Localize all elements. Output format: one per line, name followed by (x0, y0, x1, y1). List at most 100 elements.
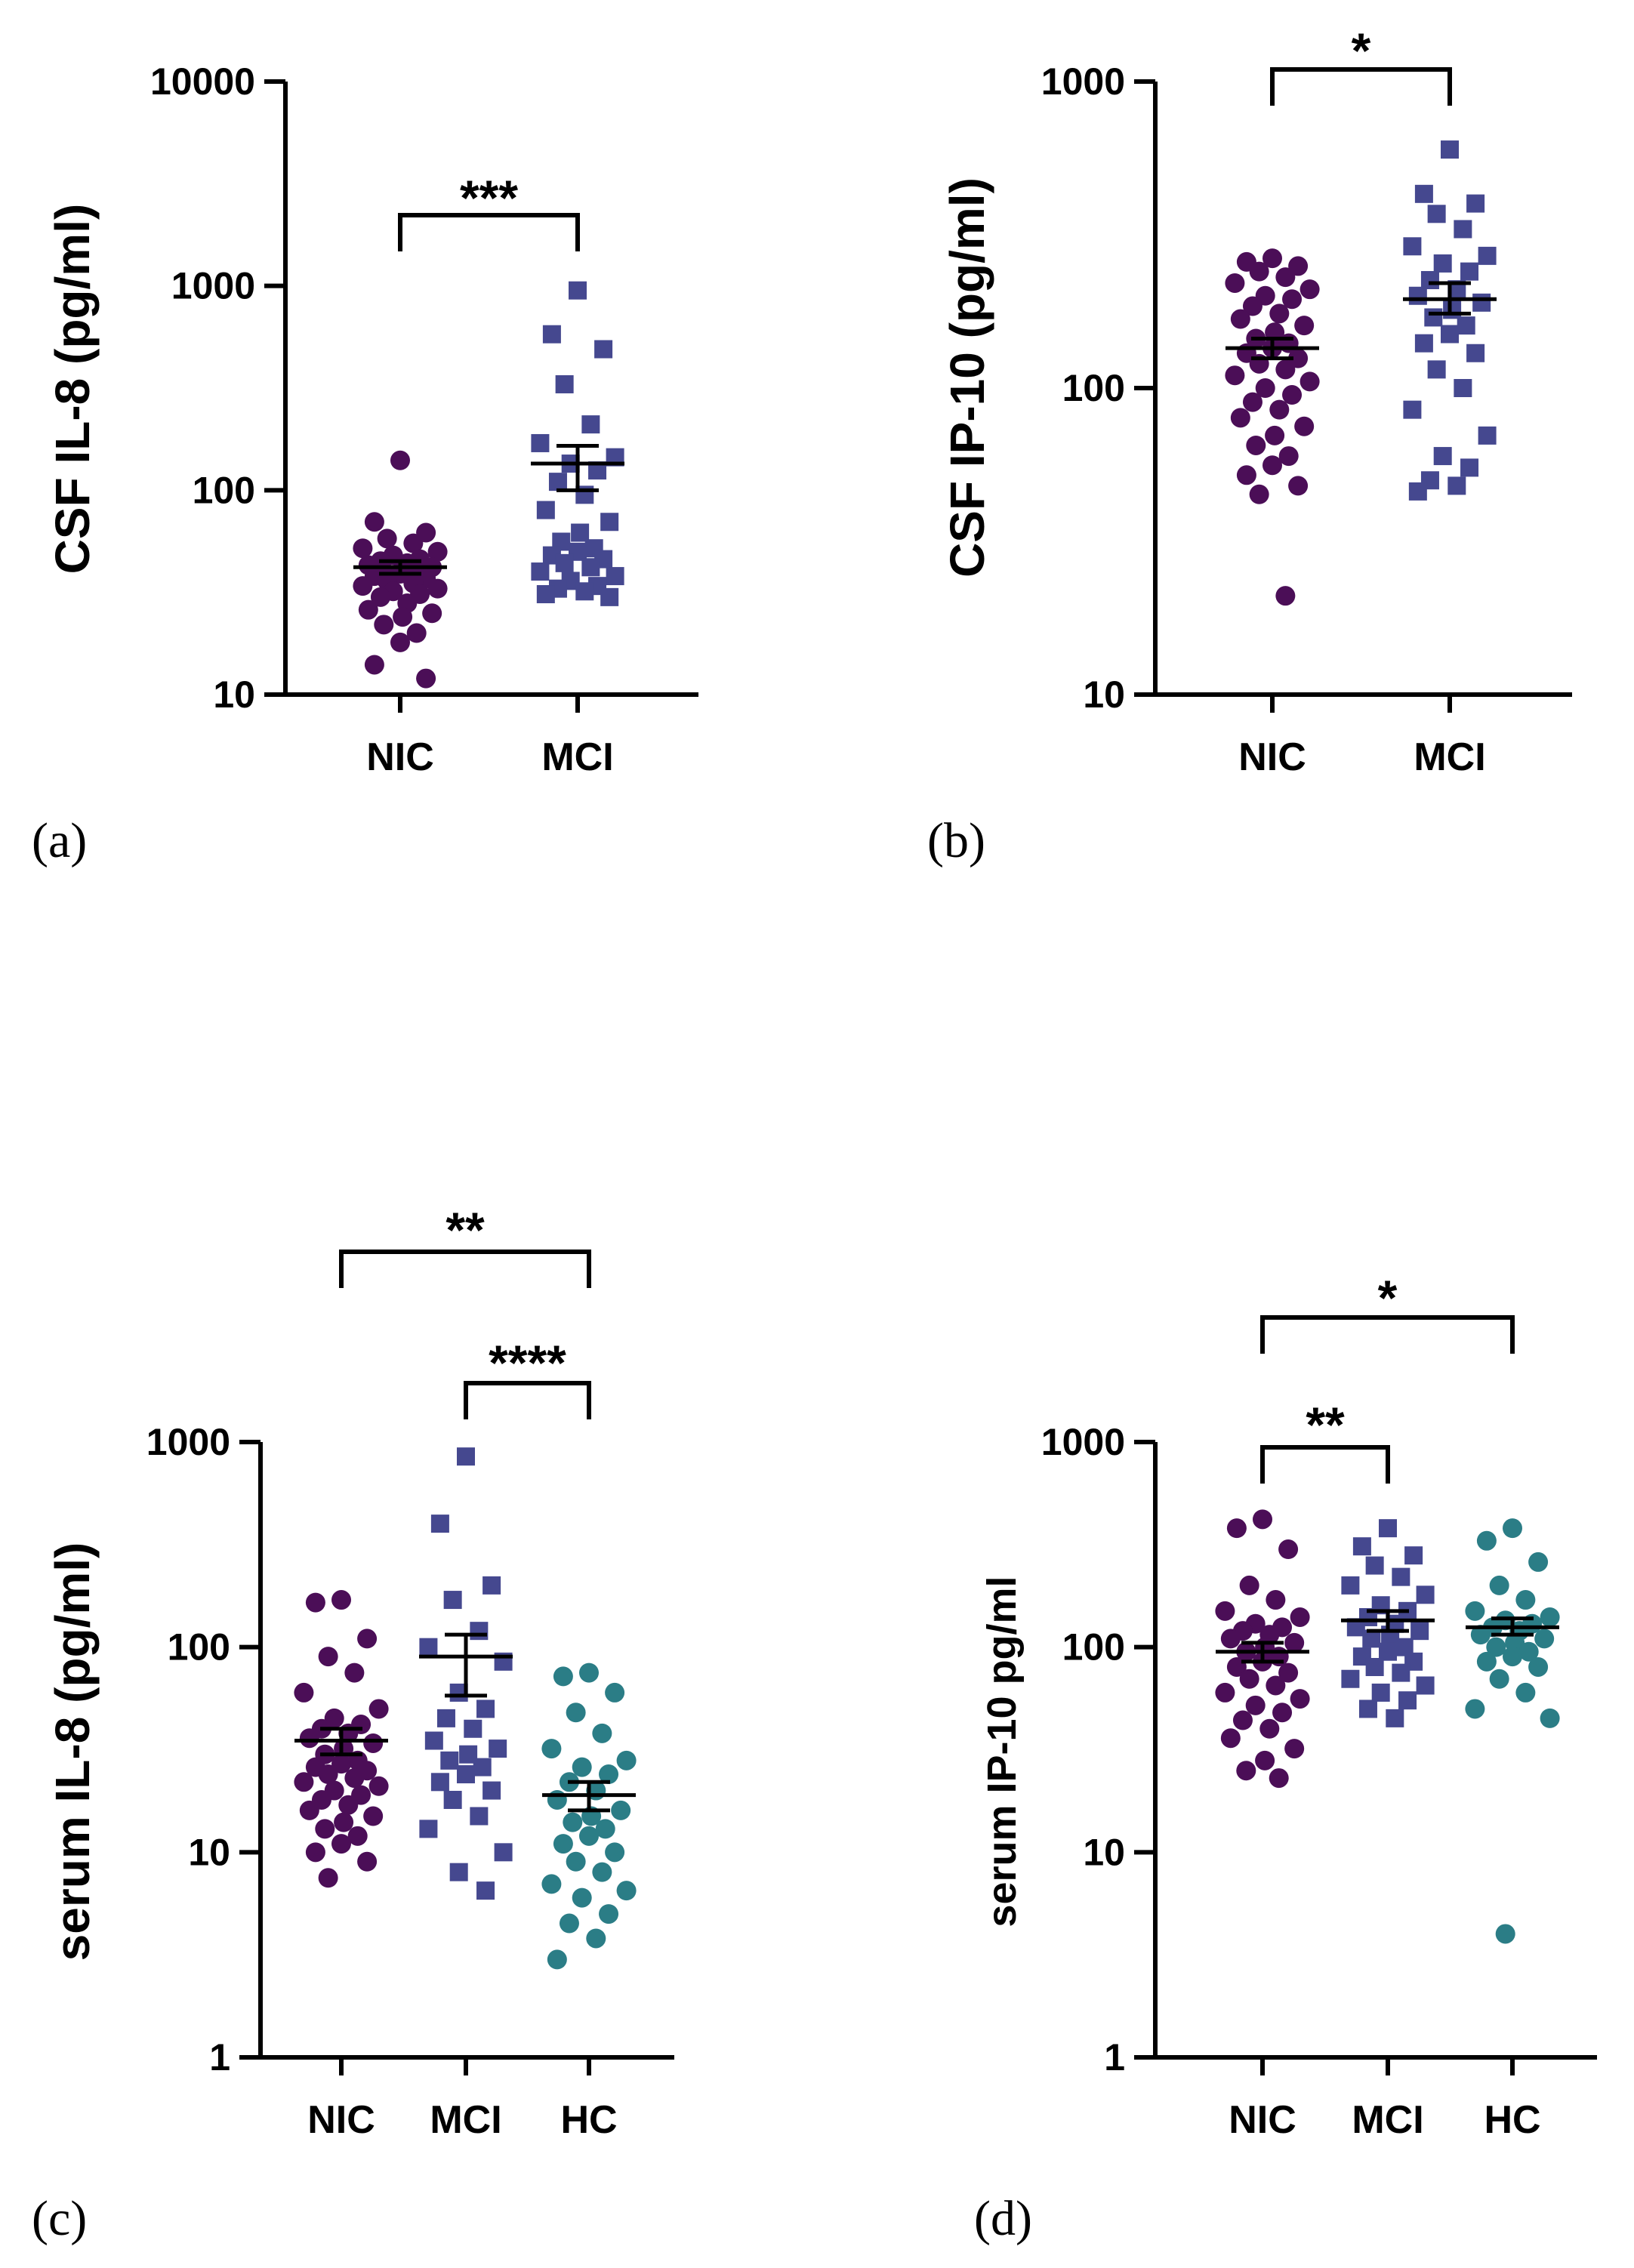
data-point (1478, 246, 1497, 265)
data-point (1476, 1530, 1497, 1551)
data-point (1386, 1709, 1404, 1727)
data-point (611, 1800, 631, 1820)
data-point (600, 513, 619, 532)
data-point (1236, 465, 1256, 485)
data-point (358, 599, 378, 620)
data-point (427, 541, 448, 562)
data-point (1275, 267, 1296, 288)
data-point (1282, 385, 1303, 405)
significance-label: ** (445, 1202, 485, 1258)
significance-bracket (339, 1250, 591, 1288)
data-point (563, 1812, 583, 1832)
data-point (390, 450, 410, 470)
data-point (1255, 1750, 1275, 1770)
panel-label: (a) (32, 813, 87, 868)
data-point (1288, 256, 1309, 276)
y-tick-label: 10 (188, 1831, 230, 1873)
data-point (370, 587, 390, 607)
data-point (605, 1842, 625, 1863)
data-point (548, 473, 567, 492)
data-point (1410, 1622, 1429, 1641)
x-tick-label: NIC (307, 2098, 375, 2142)
data-point (531, 433, 550, 452)
data-point (1515, 1590, 1536, 1610)
data-point (1269, 304, 1290, 324)
data-point (357, 1851, 378, 1872)
data-point (1534, 1629, 1555, 1649)
data-point (1253, 1509, 1272, 1530)
data-point (1365, 1657, 1384, 1676)
significance-label: *** (460, 170, 518, 226)
data-point (599, 1904, 619, 1924)
y-tick-label: 1 (209, 2036, 230, 2078)
data-point (1540, 1708, 1560, 1728)
data-point (419, 1638, 438, 1656)
x-tick-label: MCI (430, 2098, 501, 2142)
data-point (331, 1590, 351, 1610)
data-point (1246, 435, 1266, 455)
data-point (606, 567, 624, 586)
data-point (1272, 1703, 1293, 1723)
data-point (1454, 220, 1472, 239)
data-point (1427, 205, 1446, 223)
data-point (470, 1807, 489, 1826)
data-point (555, 553, 574, 572)
data-point (1220, 1728, 1241, 1749)
data-point (299, 1728, 319, 1749)
data-point (1232, 1710, 1253, 1730)
data-point (1341, 1669, 1360, 1688)
data-point (470, 1622, 489, 1641)
data-point (1379, 1519, 1397, 1538)
data-point (403, 533, 424, 553)
data-point (1358, 1699, 1377, 1718)
data-point (1239, 1669, 1259, 1689)
data-point (1266, 1675, 1286, 1696)
data-point (363, 1733, 384, 1753)
data-point (1269, 399, 1290, 420)
data-point (443, 1790, 462, 1809)
data-point (334, 1812, 354, 1832)
data-point (1290, 1689, 1310, 1709)
data-point (305, 1842, 325, 1863)
data-point (1495, 1924, 1515, 1944)
data-point (1404, 1546, 1423, 1565)
data-point (318, 1647, 338, 1667)
y-tick-label: 100 (1062, 1626, 1125, 1669)
data-point (572, 1757, 592, 1777)
y-tick-label: 1 (1104, 2036, 1125, 2078)
data-point (1478, 426, 1497, 445)
data-point (482, 1576, 501, 1595)
data-point (571, 523, 590, 542)
data-point (1515, 1682, 1536, 1703)
data-point (1269, 1768, 1289, 1789)
data-point (586, 1928, 606, 1949)
data-point (566, 1851, 586, 1872)
data-point (1242, 392, 1262, 412)
data-point (1518, 1641, 1539, 1662)
panel-label: (b) (927, 813, 985, 868)
data-point (1299, 371, 1320, 392)
data-point (1278, 1539, 1299, 1560)
data-point (1259, 1718, 1280, 1739)
data-point (377, 528, 397, 549)
data-point (1441, 325, 1459, 344)
data-point (1465, 1699, 1485, 1719)
data-point (1278, 1662, 1299, 1683)
x-tick-label: MCI (1352, 2098, 1423, 2142)
data-point (1403, 400, 1422, 419)
data-point (1414, 184, 1433, 203)
data-point (1443, 300, 1462, 319)
data-point (464, 1719, 482, 1738)
data-point (430, 1515, 449, 1533)
data-point (553, 1834, 573, 1854)
data-point (1278, 446, 1299, 467)
data-point (457, 1447, 475, 1466)
data-point (1225, 365, 1245, 386)
data-point (347, 1826, 368, 1846)
data-point (1275, 359, 1296, 380)
significance-label: * (1378, 1270, 1398, 1326)
data-point (331, 1754, 351, 1774)
data-point (1454, 379, 1472, 397)
